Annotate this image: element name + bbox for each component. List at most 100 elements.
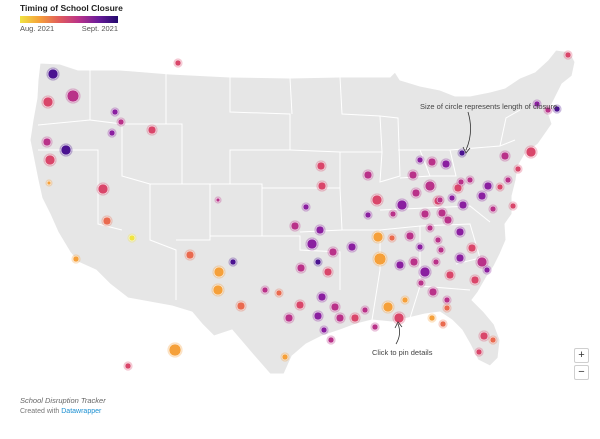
closure-marker[interactable] bbox=[437, 246, 445, 254]
closure-marker[interactable] bbox=[424, 180, 436, 192]
closure-marker[interactable] bbox=[434, 236, 442, 244]
closure-marker[interactable] bbox=[363, 170, 373, 180]
closure-marker[interactable] bbox=[443, 296, 451, 304]
closure-marker[interactable] bbox=[477, 191, 487, 201]
closure-marker[interactable] bbox=[405, 231, 415, 241]
closure-marker[interactable] bbox=[458, 149, 466, 157]
closure-marker[interactable] bbox=[212, 284, 224, 296]
closure-marker[interactable] bbox=[455, 227, 465, 237]
closure-marker[interactable] bbox=[475, 348, 483, 356]
closure-marker[interactable] bbox=[441, 159, 451, 169]
closure-marker[interactable] bbox=[401, 296, 409, 304]
closure-marker[interactable] bbox=[373, 252, 387, 266]
closure-marker[interactable] bbox=[215, 197, 221, 203]
closure-marker[interactable] bbox=[97, 183, 109, 195]
closure-marker[interactable] bbox=[295, 300, 305, 310]
closure-marker[interactable] bbox=[42, 137, 52, 147]
closure-marker[interactable] bbox=[261, 286, 269, 294]
closure-marker[interactable] bbox=[455, 253, 465, 263]
closure-marker[interactable] bbox=[372, 231, 384, 243]
closure-marker[interactable] bbox=[317, 181, 327, 191]
closure-marker[interactable] bbox=[229, 258, 237, 266]
closure-marker[interactable] bbox=[509, 202, 517, 210]
closure-marker[interactable] bbox=[417, 279, 425, 287]
closure-marker[interactable] bbox=[514, 165, 522, 173]
closure-marker[interactable] bbox=[314, 258, 322, 266]
closure-marker[interactable] bbox=[408, 170, 418, 180]
closure-marker[interactable] bbox=[448, 194, 456, 202]
closure-marker[interactable] bbox=[416, 156, 424, 164]
closure-marker[interactable] bbox=[427, 157, 437, 167]
closure-marker[interactable] bbox=[335, 313, 345, 323]
closure-marker[interactable] bbox=[327, 336, 335, 344]
closure-marker[interactable] bbox=[66, 89, 80, 103]
closure-marker[interactable] bbox=[489, 205, 497, 213]
closure-marker[interactable] bbox=[124, 362, 132, 370]
closure-marker[interactable] bbox=[409, 257, 419, 267]
closure-marker[interactable] bbox=[411, 188, 421, 198]
closure-marker[interactable] bbox=[496, 183, 504, 191]
closure-marker[interactable] bbox=[467, 243, 477, 253]
closure-marker[interactable] bbox=[476, 256, 488, 268]
closure-marker[interactable] bbox=[533, 100, 541, 108]
closure-marker[interactable] bbox=[302, 203, 310, 211]
closure-marker[interactable] bbox=[316, 161, 326, 171]
closure-marker[interactable] bbox=[564, 51, 572, 59]
closure-marker[interactable] bbox=[371, 323, 379, 331]
closure-marker[interactable] bbox=[437, 208, 447, 218]
closure-marker[interactable] bbox=[439, 320, 447, 328]
closure-marker[interactable] bbox=[347, 242, 357, 252]
closure-marker[interactable] bbox=[388, 234, 396, 242]
closure-marker[interactable] bbox=[525, 146, 537, 158]
closure-marker[interactable] bbox=[284, 313, 294, 323]
closure-marker[interactable] bbox=[275, 289, 283, 297]
closure-marker[interactable] bbox=[317, 292, 327, 302]
closure-marker[interactable] bbox=[44, 154, 56, 166]
closure-marker[interactable] bbox=[117, 118, 125, 126]
closure-marker[interactable] bbox=[47, 68, 59, 80]
closure-marker[interactable] bbox=[395, 260, 405, 270]
closure-marker[interactable] bbox=[382, 301, 394, 313]
closure-marker[interactable] bbox=[544, 106, 552, 114]
closure-marker[interactable] bbox=[174, 59, 182, 67]
closure-marker[interactable] bbox=[315, 225, 325, 235]
closure-marker[interactable] bbox=[466, 176, 474, 184]
closure-marker[interactable] bbox=[108, 129, 116, 137]
closure-marker[interactable] bbox=[453, 183, 463, 193]
closure-marker[interactable] bbox=[364, 211, 372, 219]
closure-marker[interactable] bbox=[432, 258, 440, 266]
closure-marker[interactable] bbox=[443, 215, 453, 225]
closure-marker[interactable] bbox=[328, 247, 338, 257]
closure-marker[interactable] bbox=[102, 216, 112, 226]
closure-marker[interactable] bbox=[504, 176, 512, 184]
datawrapper-link[interactable]: Datawrapper bbox=[61, 408, 102, 415]
closure-marker[interactable] bbox=[428, 287, 438, 297]
closure-marker[interactable] bbox=[371, 194, 383, 206]
closure-marker[interactable] bbox=[457, 178, 465, 186]
closure-marker[interactable] bbox=[350, 313, 360, 323]
closure-marker[interactable] bbox=[489, 336, 497, 344]
closure-markers[interactable] bbox=[41, 50, 573, 371]
closure-marker[interactable] bbox=[361, 306, 369, 314]
closure-marker[interactable] bbox=[330, 302, 340, 312]
zoom-out-button[interactable]: − bbox=[574, 365, 589, 380]
closure-marker[interactable] bbox=[111, 108, 119, 116]
closure-marker[interactable] bbox=[436, 196, 444, 204]
closure-marker[interactable] bbox=[396, 199, 408, 211]
closure-marker[interactable] bbox=[320, 326, 328, 334]
closure-marker[interactable] bbox=[281, 353, 289, 361]
closure-marker[interactable] bbox=[290, 221, 300, 231]
closure-marker[interactable] bbox=[416, 243, 424, 251]
closure-marker[interactable] bbox=[426, 224, 434, 232]
closure-marker[interactable] bbox=[323, 267, 333, 277]
closure-marker[interactable] bbox=[185, 250, 195, 260]
closure-marker[interactable] bbox=[419, 266, 431, 278]
closure-marker[interactable] bbox=[393, 312, 405, 324]
closure-marker[interactable] bbox=[483, 266, 491, 274]
closure-marker[interactable] bbox=[60, 144, 72, 156]
closure-marker[interactable] bbox=[42, 96, 54, 108]
closure-marker[interactable] bbox=[72, 255, 80, 263]
closure-marker[interactable] bbox=[470, 275, 480, 285]
closure-marker[interactable] bbox=[420, 209, 430, 219]
closure-marker[interactable] bbox=[296, 263, 306, 273]
